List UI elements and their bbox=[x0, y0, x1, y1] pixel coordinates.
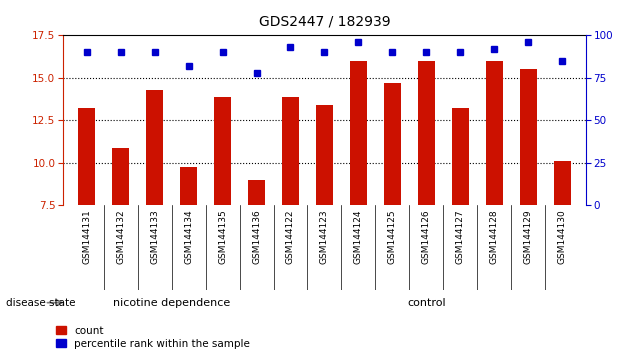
Text: GSM144129: GSM144129 bbox=[524, 210, 533, 264]
Bar bbox=[486, 61, 503, 205]
Bar bbox=[418, 61, 435, 205]
Text: nicotine dependence: nicotine dependence bbox=[113, 298, 231, 308]
Bar bbox=[112, 148, 129, 205]
Text: GDS2447 / 182939: GDS2447 / 182939 bbox=[259, 14, 390, 28]
Text: GSM144133: GSM144133 bbox=[150, 210, 159, 264]
Bar bbox=[384, 83, 401, 205]
Bar bbox=[452, 108, 469, 205]
Bar bbox=[214, 97, 231, 205]
Legend: count, percentile rank within the sample: count, percentile rank within the sample bbox=[55, 326, 250, 349]
Text: GSM144130: GSM144130 bbox=[558, 210, 566, 264]
Text: GSM144124: GSM144124 bbox=[354, 210, 363, 264]
Bar bbox=[554, 161, 571, 205]
Text: GSM144126: GSM144126 bbox=[422, 210, 431, 264]
Bar bbox=[248, 180, 265, 205]
Text: GSM144132: GSM144132 bbox=[116, 210, 125, 264]
Bar bbox=[520, 69, 537, 205]
Text: GSM144122: GSM144122 bbox=[286, 210, 295, 264]
Bar bbox=[180, 167, 197, 205]
Text: GSM144127: GSM144127 bbox=[455, 210, 465, 264]
Text: GSM144135: GSM144135 bbox=[218, 210, 227, 264]
Text: GSM144136: GSM144136 bbox=[252, 210, 261, 264]
Bar bbox=[350, 61, 367, 205]
Bar bbox=[78, 108, 95, 205]
Text: GSM144128: GSM144128 bbox=[490, 210, 499, 264]
Text: GSM144131: GSM144131 bbox=[83, 210, 91, 264]
Bar bbox=[316, 105, 333, 205]
Text: GSM144125: GSM144125 bbox=[388, 210, 397, 264]
Bar bbox=[146, 90, 163, 205]
Bar bbox=[282, 97, 299, 205]
Text: GSM144134: GSM144134 bbox=[184, 210, 193, 264]
Text: control: control bbox=[407, 298, 445, 308]
Text: GSM144123: GSM144123 bbox=[320, 210, 329, 264]
Text: disease state: disease state bbox=[6, 298, 76, 308]
